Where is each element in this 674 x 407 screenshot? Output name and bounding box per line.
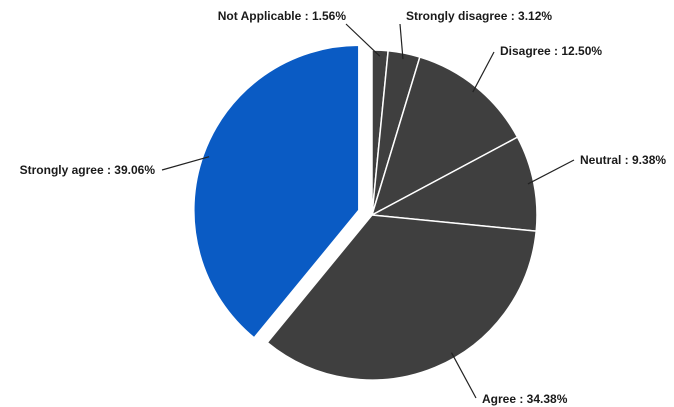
slice-label-neutral: Neutral : 9.38%: [580, 153, 666, 167]
leader-line-not-applicable: [345, 23, 381, 57]
slice-label-not-applicable: Not Applicable : 1.56%: [218, 9, 347, 23]
leader-lines-layer: [161, 23, 575, 399]
pie-slice-disagree: [370, 56, 519, 217]
slice-label-strongly-disagree: Strongly disagree : 3.12%: [406, 9, 552, 23]
leader-line-agree: [450, 352, 477, 399]
pie-slice-strongly-agree: [193, 44, 360, 339]
leader-line-disagree: [472, 51, 495, 93]
leader-line-neutral: [527, 159, 575, 185]
leader-line-strongly-agree: [161, 156, 210, 171]
labels-layer: Not Applicable : 1.56% Strongly disagree …: [20, 9, 667, 406]
slice-label-agree: Agree : 34.38%: [482, 392, 568, 406]
slice-label-strongly-agree: Strongly agree : 39.06%: [20, 163, 156, 177]
pie-slice-neutral: [369, 136, 538, 232]
pie-slice-agree: [266, 214, 538, 381]
leader-line-strongly-disagree: [399, 23, 404, 60]
slice-label-disagree: Disagree : 12.50%: [500, 44, 602, 58]
slices-layer: [193, 44, 538, 381]
